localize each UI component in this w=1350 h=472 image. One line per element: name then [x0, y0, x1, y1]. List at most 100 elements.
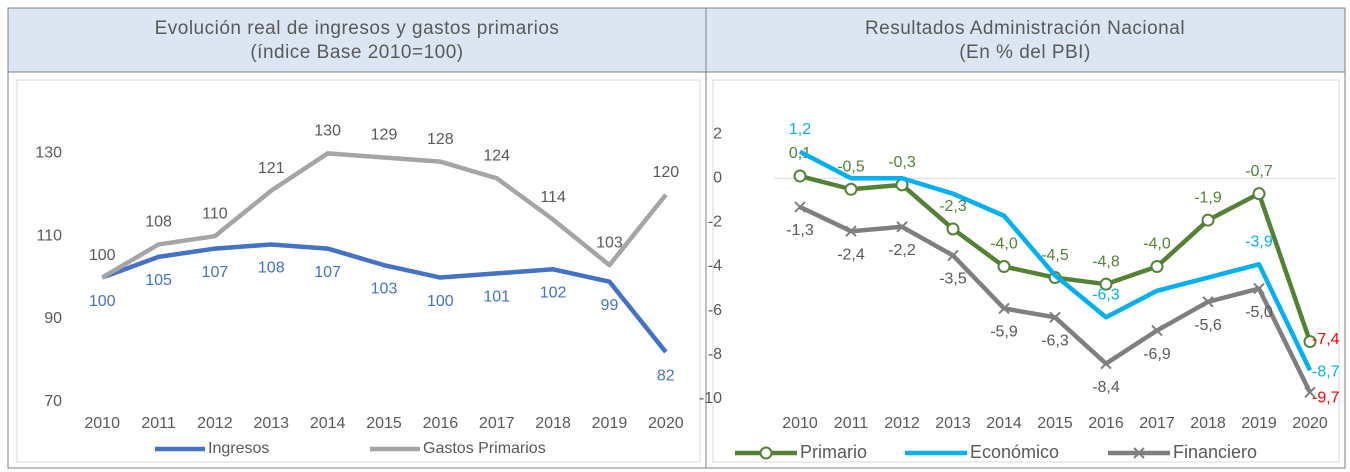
data-label: 128 — [427, 131, 454, 148]
data-label: -2,3 — [939, 198, 967, 215]
data-label: -9,7 — [1312, 390, 1340, 407]
x-tick-label: 2010 — [84, 415, 120, 432]
data-label: 108 — [145, 214, 172, 231]
data-label: 110 — [202, 205, 228, 222]
marker — [759, 446, 773, 460]
x-tick-label: 2015 — [1037, 415, 1073, 432]
data-label: 101 — [483, 289, 510, 306]
marker — [1303, 335, 1317, 349]
marker — [1100, 357, 1112, 370]
x-tick-label: 2020 — [648, 415, 684, 432]
legend-label: Gastos Primarios — [423, 440, 546, 457]
x-tick-label: 2017 — [479, 415, 515, 432]
data-label: -4,5 — [1041, 247, 1069, 264]
data-label: -6,9 — [1143, 346, 1171, 363]
x-tick-label: 2014 — [310, 415, 346, 432]
data-label: -5,0 — [1245, 304, 1273, 321]
data-label: -1,9 — [1194, 189, 1222, 206]
chart-frame — [16, 79, 701, 463]
x-tick-label: 2020 — [1292, 415, 1328, 432]
y-tick-label: -8 — [708, 346, 722, 363]
x-tick-label: 2010 — [782, 415, 818, 432]
marker — [946, 222, 960, 236]
data-label: 105 — [145, 272, 172, 289]
data-label: 103 — [596, 234, 623, 251]
data-label: 129 — [371, 127, 398, 144]
y-tick-label: -10 — [699, 390, 722, 407]
y-tick-label: -6 — [708, 302, 722, 319]
data-label: -5,6 — [1194, 317, 1222, 334]
marker — [947, 249, 959, 262]
legend-label: Ingresos — [208, 440, 269, 457]
data-label: 82 — [657, 367, 675, 384]
x-tick-label: 2012 — [884, 415, 920, 432]
line — [101, 151, 668, 280]
marker — [896, 221, 908, 233]
data-label: -4,0 — [990, 236, 1018, 253]
line — [101, 242, 668, 354]
y-tick-label: 110 — [36, 227, 62, 244]
data-label: 103 — [371, 280, 398, 297]
x-tick-label: 2013 — [253, 415, 289, 432]
data-label: 130 — [314, 123, 341, 140]
data-label: 108 — [258, 260, 285, 277]
data-label: -6,3 — [1092, 287, 1120, 304]
x-tick-label: 2011 — [141, 415, 176, 432]
marker — [1150, 260, 1164, 274]
chart-title: Resultados Administración Nacional — [865, 18, 1185, 39]
marker — [1304, 386, 1316, 399]
y-tick-label: 90 — [44, 310, 62, 327]
chart-subtitle: (En % del PBI) — [959, 42, 1091, 63]
data-label: -8,7 — [1312, 363, 1340, 380]
legend-label: Primario — [800, 442, 867, 462]
data-label: 114 — [540, 189, 566, 206]
x-tick-label: 2013 — [935, 415, 971, 432]
y-tick-label: -2 — [708, 214, 722, 231]
data-label: 100 — [89, 247, 116, 264]
data-label: 102 — [540, 284, 567, 301]
data-label: 100 — [89, 293, 116, 310]
data-label: -0,3 — [888, 154, 916, 171]
marker — [1151, 324, 1163, 337]
header-band — [7, 7, 1346, 73]
data-label: -0,5 — [837, 158, 865, 175]
x-tick-label: 2014 — [986, 415, 1022, 432]
marker — [1202, 296, 1214, 308]
marker — [845, 225, 857, 237]
marker — [1133, 447, 1145, 459]
x-tick-label: 2016 — [423, 415, 459, 432]
marker — [1201, 213, 1215, 227]
data-label: -8,4 — [1092, 379, 1120, 396]
data-label: -4,0 — [1143, 236, 1171, 253]
legend-label: Financiero — [1173, 442, 1257, 462]
x-tick-label: 2012 — [197, 415, 233, 432]
data-label: 124 — [483, 147, 510, 164]
data-label: -1,3 — [786, 222, 814, 239]
marker — [1252, 187, 1266, 201]
data-label: -4,8 — [1092, 253, 1120, 270]
x-tick-label: 2017 — [1139, 415, 1175, 432]
marker — [997, 260, 1011, 274]
y-tick-label: 0 — [713, 169, 722, 186]
data-label: 99 — [601, 297, 619, 314]
marker — [794, 201, 806, 213]
marker — [844, 182, 858, 196]
x-tick-label: 2016 — [1088, 415, 1124, 432]
x-tick-label: 2018 — [535, 415, 571, 432]
x-tick-label: 2015 — [366, 415, 402, 432]
data-label: -2,2 — [888, 242, 916, 259]
marker — [998, 302, 1010, 315]
marker — [793, 169, 807, 183]
data-label: 1,2 — [789, 121, 811, 138]
data-label: 121 — [258, 160, 285, 177]
x-tick-label: 2011 — [834, 415, 869, 432]
chart-subtitle: (índice Base 2010=100) — [250, 42, 463, 63]
data-label: 107 — [202, 264, 229, 281]
legend-label: Económico — [970, 442, 1059, 462]
data-label: -3,9 — [1245, 234, 1273, 251]
data-label: -6,3 — [1041, 333, 1069, 350]
data-label: 107 — [314, 264, 341, 281]
data-label: 120 — [652, 164, 679, 181]
marker — [1049, 311, 1061, 323]
